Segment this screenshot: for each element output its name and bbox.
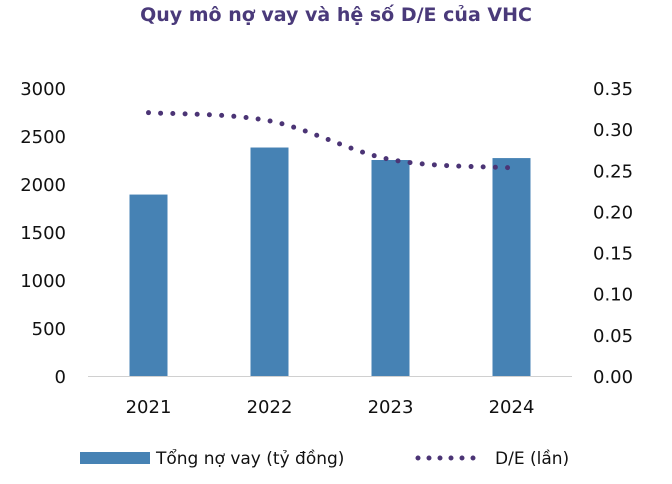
left-tick-label: 1500: [20, 223, 66, 244]
bar: [129, 194, 168, 376]
de-line: [146, 110, 514, 171]
bar: [492, 158, 531, 376]
x-tick-label: 2021: [126, 397, 172, 418]
left-tick-label: 2000: [20, 175, 66, 196]
right-tick-label: 0.15: [593, 244, 633, 265]
left-tick-label: 3000: [20, 79, 66, 100]
x-tick-label: 2024: [489, 397, 535, 418]
legend-bar-label: Tổng nợ vay (tỷ đồng): [155, 448, 344, 469]
bar: [371, 160, 410, 376]
left-tick-label: 1000: [20, 271, 66, 292]
left-tick-label: 500: [32, 319, 66, 340]
right-tick-label: 0.10: [593, 285, 633, 306]
x-tick-label: 2022: [247, 397, 293, 418]
left-tick-label: 0: [55, 367, 66, 388]
chart-title: Quy mô nợ vay và hệ số D/E của VHC: [140, 4, 532, 26]
left-tick-label: 2500: [20, 127, 66, 148]
right-tick-label: 0.25: [593, 161, 633, 182]
right-tick-label: 0.35: [593, 79, 633, 100]
right-tick-label: 0.20: [593, 202, 633, 223]
right-tick-label: 0.00: [593, 367, 633, 388]
legend-line-label: D/E (lần): [495, 448, 569, 469]
x-tick-label: 2023: [368, 397, 414, 418]
legend-bar-swatch: [80, 452, 150, 464]
bar: [250, 147, 289, 376]
right-tick-label: 0.30: [593, 120, 633, 141]
right-tick-label: 0.05: [593, 326, 633, 347]
